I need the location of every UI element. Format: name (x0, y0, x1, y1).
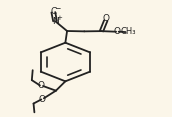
Text: O: O (38, 95, 45, 104)
Text: N: N (52, 17, 59, 26)
Text: O: O (113, 27, 120, 36)
Text: O: O (37, 81, 44, 90)
Text: +: + (56, 15, 62, 21)
Text: CH₃: CH₃ (121, 27, 136, 36)
Text: O: O (103, 14, 110, 22)
Text: C: C (50, 7, 57, 16)
Text: −: − (54, 4, 60, 13)
